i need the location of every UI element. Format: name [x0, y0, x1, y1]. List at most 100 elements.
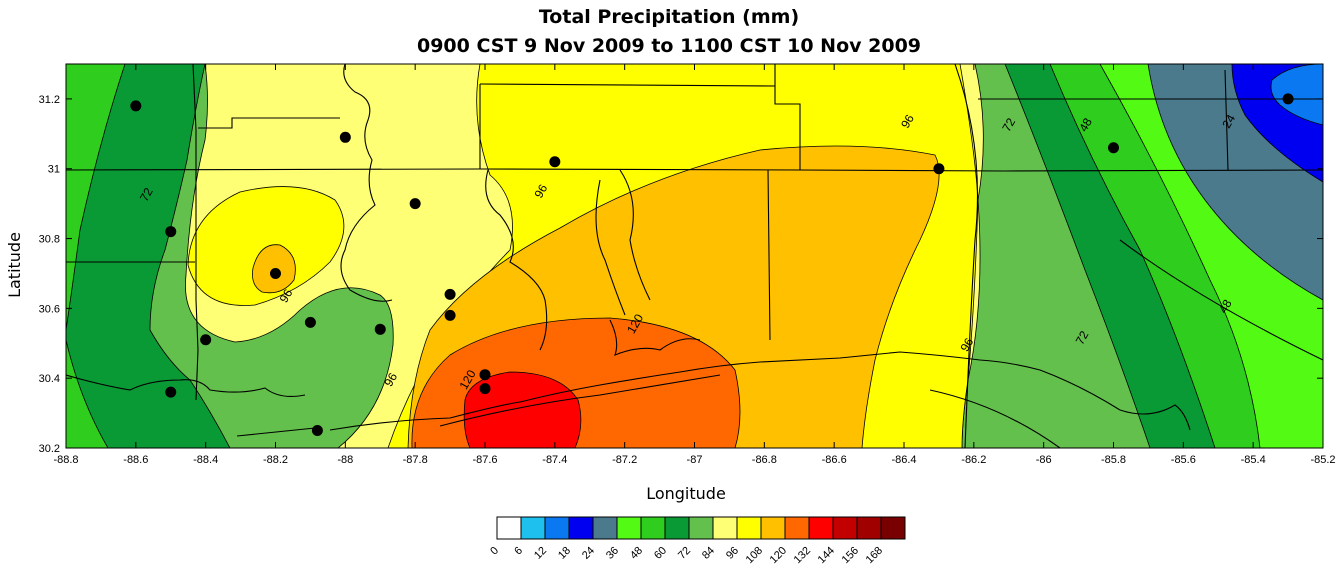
legend-label: 96	[724, 545, 741, 562]
station-marker	[270, 267, 281, 279]
station-marker	[311, 425, 323, 437]
y-tick-label: 31	[48, 164, 60, 176]
barrier-island-line	[439, 374, 721, 427]
station-marker	[165, 226, 177, 238]
station-marker	[1282, 93, 1294, 105]
contour-label: 72	[1073, 328, 1092, 347]
legend-label: 36	[604, 545, 621, 562]
x-tick-label: -88.4	[193, 454, 218, 466]
contour-label: 96	[277, 286, 296, 305]
legend-swatch	[520, 516, 546, 540]
river-line	[340, 64, 393, 302]
x-tick-label: -87.2	[612, 454, 637, 466]
station-marker	[165, 386, 177, 398]
legend-swatch	[496, 516, 522, 540]
y-tick-label: 30.4	[39, 373, 60, 385]
station-marker	[479, 369, 491, 381]
bay-shoreline	[609, 319, 701, 356]
y-tick-label: 30.2	[39, 443, 60, 455]
legend-label: 48	[628, 545, 645, 562]
legend-swatch	[856, 516, 882, 540]
legend-swatch	[736, 516, 762, 540]
x-tick-label: -87.6	[472, 454, 497, 466]
y-tick-label: 30.6	[39, 303, 60, 315]
x-tick-label: -86.8	[752, 454, 777, 466]
legend-swatch	[880, 516, 906, 540]
x-tick-label: -86	[1036, 454, 1052, 466]
station-marker	[444, 309, 456, 321]
station-marker	[130, 100, 142, 112]
station-marker	[409, 198, 421, 210]
contour-label: 96	[381, 370, 400, 389]
legend-label: 24	[580, 545, 597, 562]
contour-label: 72	[999, 115, 1018, 134]
band-144-156	[463, 371, 582, 448]
contour-label: 96	[957, 335, 976, 354]
x-tick-label: -87	[687, 454, 703, 466]
x-axis-label: Longitude	[646, 484, 726, 503]
river-line	[595, 179, 626, 316]
river-line	[619, 169, 651, 301]
band-12-18	[1270, 64, 1323, 126]
legend-label: 18	[556, 545, 573, 562]
y-axis-label: Latitude	[5, 232, 24, 298]
x-tick-label: -85.8	[1101, 454, 1126, 466]
legend-label: 0	[488, 545, 501, 558]
river-line	[485, 169, 548, 351]
contour-label: 48	[1216, 297, 1235, 316]
x-axis: -88.8 -88.6 -88.4 -88.2 -88 -87.8 -87.6 -87.4 -8…	[53, 64, 1336, 466]
county-boundary-line	[198, 117, 340, 129]
x-tick-label: -86.6	[822, 454, 847, 466]
station-marker	[479, 383, 491, 395]
legend-label: 6	[512, 545, 525, 558]
legend-label: 84	[700, 545, 717, 562]
coastline	[1119, 404, 1191, 431]
station-marker	[1108, 142, 1119, 154]
boundary-layer	[66, 64, 1323, 448]
station-marker	[304, 316, 316, 328]
band-72-84-west	[66, 64, 231, 448]
chart-subtitle: 0900 CST 9 Nov 2009 to 1100 CST 10 Nov 2…	[416, 35, 922, 57]
legend-swatch	[640, 516, 666, 540]
x-tick-label: -88	[337, 454, 353, 466]
x-tick-label: -87.8	[403, 454, 428, 466]
legend-swatch	[784, 516, 810, 540]
contour-label: 72	[137, 185, 156, 204]
contour-label: 48	[1076, 115, 1095, 134]
contour-fill-layer	[66, 64, 1323, 448]
station-marker	[549, 156, 561, 168]
legend-swatch	[712, 516, 738, 540]
county-boundary-line	[1224, 69, 1229, 171]
legend-label: 12	[532, 545, 549, 562]
barrier-island-line	[236, 427, 316, 437]
legend-label: 60	[652, 545, 669, 562]
chart-title: Total Precipitation (mm)	[538, 6, 800, 28]
coastline	[329, 351, 1121, 431]
legend-swatch	[616, 516, 642, 540]
legend-label: 156	[840, 545, 861, 566]
legend-swatch	[568, 516, 594, 540]
x-tick-label: -88.2	[263, 454, 288, 466]
legend-swatch	[592, 516, 618, 540]
contour-line-48	[1119, 239, 1323, 361]
contour-label: 96	[531, 182, 550, 201]
legend-swatch	[544, 516, 570, 540]
y-axis: 30.2 30.4 30.6 30.8 31 31.2	[39, 94, 1323, 455]
station-marker	[200, 334, 212, 346]
legend-label: 120	[768, 545, 789, 566]
x-tick-label: -87.4	[542, 454, 567, 466]
station-marker	[933, 163, 945, 175]
county-boundary-line	[767, 169, 771, 341]
legend-swatch	[688, 516, 714, 540]
band-108-120	[187, 186, 345, 306]
county-boundary-line	[774, 64, 801, 170]
legend-label: 168	[864, 545, 885, 566]
state-boundary-line	[192, 64, 199, 401]
x-tick-label: -88.8	[53, 454, 78, 466]
band-60-72-west	[66, 64, 126, 331]
legend-label: 108	[744, 545, 765, 566]
legend-swatch	[664, 516, 690, 540]
y-tick-label: 31.2	[39, 94, 60, 106]
legend-swatch	[760, 516, 786, 540]
